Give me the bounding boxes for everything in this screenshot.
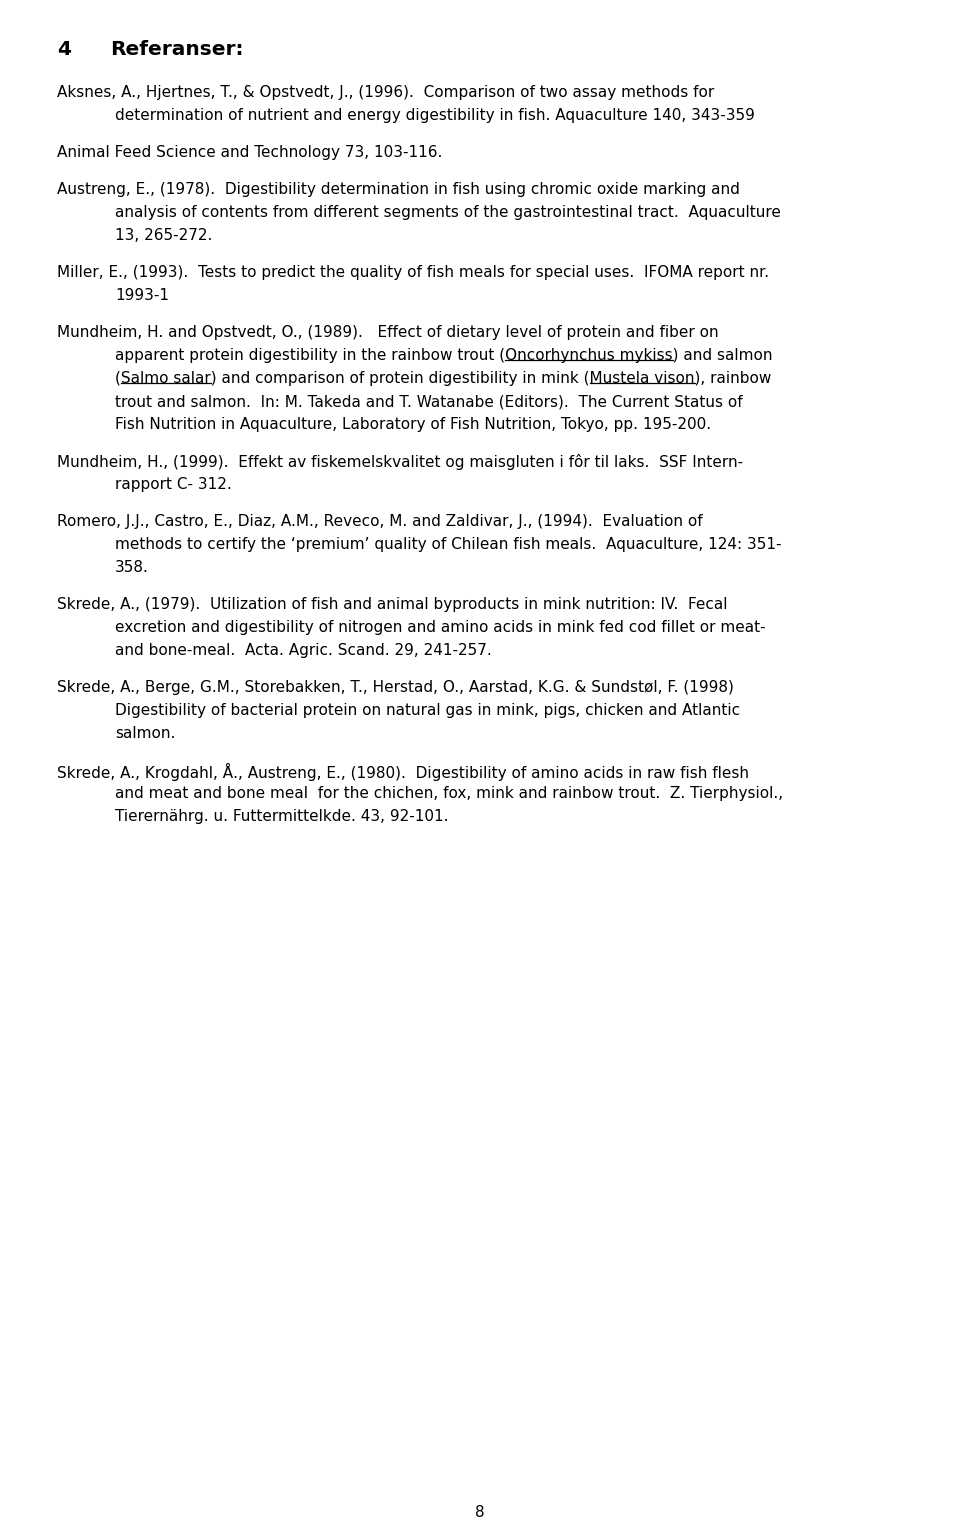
Text: salmon.: salmon. [115, 726, 176, 742]
Text: trout and salmon.  In: M. Takeda and T. Watanabe (Editors).  The Current Status : trout and salmon. In: M. Takeda and T. W… [115, 394, 743, 409]
Text: 1993-1: 1993-1 [115, 288, 169, 303]
Text: excretion and digestibility of nitrogen and amino acids in mink fed cod fillet o: excretion and digestibility of nitrogen … [115, 620, 766, 636]
Text: (Salmo salar) and comparison of protein digestibility in mink (Mustela vison), r: (Salmo salar) and comparison of protein … [115, 371, 772, 386]
Text: determination of nutrient and energy digestibility in fish. Aquaculture 140, 343: determination of nutrient and energy dig… [115, 108, 755, 123]
Text: 4: 4 [57, 40, 71, 58]
Text: rapport C- 312.: rapport C- 312. [115, 477, 231, 492]
Text: Mundheim, H. and Opstvedt, O., (1989).   Effect of dietary level of protein and : Mundheim, H. and Opstvedt, O., (1989). E… [57, 325, 719, 340]
Text: analysis of contents from different segments of the gastrointestinal tract.  Aqu: analysis of contents from different segm… [115, 205, 780, 220]
Text: Tierernährg. u. Futtermittelkde. 43, 92-101.: Tierernährg. u. Futtermittelkde. 43, 92-… [115, 810, 448, 825]
Text: Skrede, A., (1979).  Utilization of fish and animal byproducts in mink nutrition: Skrede, A., (1979). Utilization of fish … [57, 597, 728, 613]
Text: Skrede, A., Berge, G.M., Storebakken, T., Herstad, O., Aarstad, K.G. & Sundstøl,: Skrede, A., Berge, G.M., Storebakken, T.… [57, 680, 733, 696]
Text: Aksnes, A., Hjertnes, T., & Opstvedt, J., (1996).  Comparison of two assay metho: Aksnes, A., Hjertnes, T., & Opstvedt, J.… [57, 85, 714, 100]
Text: Skrede, A., Krogdahl, Å., Austreng, E., (1980).  Digestibility of amino acids in: Skrede, A., Krogdahl, Å., Austreng, E., … [57, 763, 749, 782]
Text: Mundheim, H., (1999).  Effekt av fiskemelskvalitet og maisgluten i fôr til laks.: Mundheim, H., (1999). Effekt av fiskemel… [57, 454, 743, 471]
Text: apparent protein digestibility in the rainbow trout (Oncorhynchus mykiss) and sa: apparent protein digestibility in the ra… [115, 348, 773, 363]
Text: 358.: 358. [115, 560, 149, 576]
Text: and meat and bone meal  for the chichen, fox, mink and rainbow trout.  Z. Tierph: and meat and bone meal for the chichen, … [115, 786, 783, 802]
Text: 8: 8 [475, 1505, 485, 1521]
Text: Miller, E., (1993).  Tests to predict the quality of fish meals for special uses: Miller, E., (1993). Tests to predict the… [57, 265, 769, 280]
Text: Fish Nutrition in Aquaculture, Laboratory of Fish Nutrition, Tokyo, pp. 195-200.: Fish Nutrition in Aquaculture, Laborator… [115, 417, 711, 432]
Text: Austreng, E., (1978).  Digestibility determination in fish using chromic oxide m: Austreng, E., (1978). Digestibility dete… [57, 182, 740, 197]
Text: and bone-meal.  Acta. Agric. Scand. 29, 241-257.: and bone-meal. Acta. Agric. Scand. 29, 2… [115, 643, 492, 659]
Text: Digestibility of bacterial protein on natural gas in mink, pigs, chicken and Atl: Digestibility of bacterial protein on na… [115, 703, 740, 719]
Text: 13, 265-272.: 13, 265-272. [115, 228, 212, 243]
Text: Animal Feed Science and Technology 73, 103-116.: Animal Feed Science and Technology 73, 1… [57, 145, 443, 160]
Text: methods to certify the ‘premium’ quality of Chilean fish meals.  Aquaculture, 12: methods to certify the ‘premium’ quality… [115, 537, 781, 553]
Text: Romero, J.J., Castro, E., Diaz, A.M., Reveco, M. and Zaldivar, J., (1994).  Eval: Romero, J.J., Castro, E., Diaz, A.M., Re… [57, 514, 703, 529]
Text: Referanser:: Referanser: [110, 40, 244, 58]
